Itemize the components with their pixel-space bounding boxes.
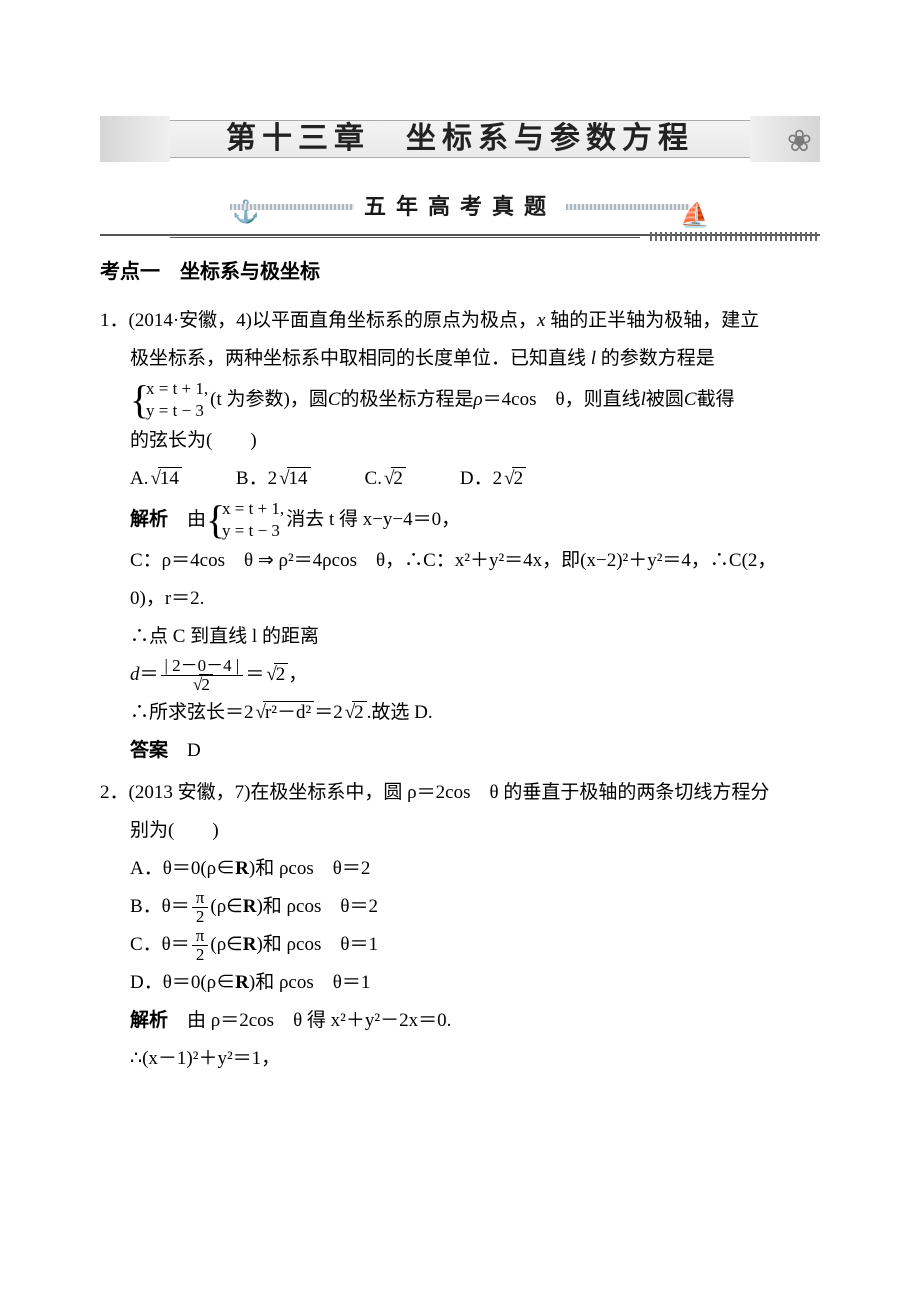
q1-stem-d: 的参数方程是 <box>596 348 715 369</box>
q2-optC: C．θ＝π2(ρ∈R)和 ρcos θ＝1 <box>130 926 820 964</box>
topic-heading: 考点一 坐标系与极坐标 <box>100 252 820 292</box>
q1-d-eq-rad: 2 <box>274 663 289 685</box>
page: 第十三章 坐标系与参数方程 ❀ ⚓ 五年高考真题 ⛵ 考点一 坐标系与极坐标 1… <box>0 0 920 1122</box>
q1-jiexi-f3: .故选 D. <box>367 694 433 732</box>
q2-A2: )和 ρcos θ＝2 <box>249 858 371 879</box>
q1-jiexi-a: 由 <box>168 501 206 539</box>
q1-jiexi-d: 0)，r＝2. <box>130 580 820 618</box>
q1-optB-pre: B．2 <box>236 468 277 489</box>
q1-optC-rad: 2 <box>391 467 406 489</box>
q1-answer: 答案 D <box>130 732 820 770</box>
q1-stem-b: 轴的正半轴为极轴，建立 <box>545 310 759 331</box>
q1-jiexi-f2: ＝2 <box>314 694 343 732</box>
q2-jiexi-a: 由 ρ＝2cos θ 得 x²＋y²－2x＝0. <box>168 1010 451 1031</box>
q1-stem-c: 极坐标系，两种坐标系中取相同的长度单位．已知直线 <box>130 348 591 369</box>
q2-B2: (ρ∈ <box>210 888 242 926</box>
section-underline-tail <box>650 232 820 241</box>
q2-number: 2． <box>100 782 129 803</box>
q1-stem-g: ＝4cos θ，则直线 <box>483 381 641 419</box>
q1-param-line: x = t + 1, y = t − 3 (t 为参数)，圆 C 的极坐标方程是… <box>130 378 820 422</box>
q1-optC-pre: C. <box>365 468 382 489</box>
q2-C3: )和 ρcos θ＝1 <box>256 926 378 964</box>
q1-jiexi-e: ∴点 C 到直线 l 的距离 <box>130 618 820 656</box>
q1-optA-pre: A. <box>130 468 148 489</box>
q1-stem-e: (t 为参数)，圆 <box>210 381 328 419</box>
q1-jf-rad: r²－d² <box>263 701 314 723</box>
q1-optA-rad: 14 <box>158 467 182 489</box>
q1-jiexi-label: 解析 <box>130 501 168 539</box>
q2-Cd: 2 <box>192 945 209 964</box>
section-title: 五年高考真题 <box>354 185 566 229</box>
q2-Cn: π <box>192 927 209 945</box>
q1-source: (2014·安徽，4) <box>129 310 252 331</box>
q1-options: A. 14 B．2 14 C. 2 D．2 2 <box>130 460 820 498</box>
q1-jiexi-c: C：ρ＝4cos θ ⇒ ρ²＝4ρcos θ，∴C：x²＋y²＝4x，即(x−… <box>130 542 820 580</box>
question-2: 2．(2013 安徽，7)在极坐标系中，圆 ρ＝2cos θ 的垂直于极轴的两条… <box>100 774 820 1078</box>
q2-D2: )和 ρcos θ＝1 <box>249 972 371 993</box>
q2-optA: A．θ＝0(ρ∈R)和 ρcos θ＝2 <box>130 850 820 888</box>
q1-brace: x = t + 1, y = t − 3 <box>132 378 208 422</box>
q1-d-frac: | 2－0－4 | 2 <box>161 657 244 694</box>
q1-stem-i: 截得 <box>697 381 735 419</box>
q1-jiexi-c-txt: C：ρ＝4cos θ ⇒ ρ²＝4ρcos θ，∴C：x²＋y²＝4x，即(x−… <box>130 550 776 571</box>
q1-jb-r2: y = t − 3 <box>222 520 284 542</box>
q1-stem-f: 的极坐标方程是 <box>341 381 474 419</box>
q1-optD-pre: D．2 <box>460 468 502 489</box>
q1-stem-h: 被圆 <box>646 381 684 419</box>
q1-optD: D．2 2 <box>460 460 526 498</box>
q1-jiexi-brace: x = t + 1, y = t − 3 <box>208 498 284 542</box>
q1-number: 1． <box>100 310 129 331</box>
q1-brace-r2: y = t − 3 <box>146 400 208 422</box>
q1-stem-a: 以平面直角坐标系的原点为极点， <box>252 310 537 331</box>
question-1: 1．(2014·安徽，4)以平面直角坐标系的原点为极点，x 轴的正半轴为极轴，建… <box>100 302 820 770</box>
section-underline <box>100 232 820 242</box>
q1-jiexi-b: 消去 t 得 x−y−4＝0， <box>286 501 460 539</box>
q1-optC: C. 2 <box>365 460 406 498</box>
q1-jf2-rad: 2 <box>352 701 367 723</box>
q2-A1: A．θ＝0(ρ∈ <box>130 858 235 879</box>
q2-optD: D．θ＝0(ρ∈R)和 ρcos θ＝1 <box>130 964 820 1002</box>
q2-stem-a: 在极坐标系中，圆 ρ＝2cos θ 的垂直于极轴的两条切线方程分 <box>250 782 769 803</box>
q1-ans: D <box>168 740 201 761</box>
q1-line2: 极坐标系，两种坐标系中取相同的长度单位．已知直线 l 的参数方程是 <box>130 340 820 378</box>
q1-optB: B．2 14 <box>236 460 311 498</box>
q2-C1: C．θ＝ <box>130 926 190 964</box>
q2-optB: B．θ＝π2(ρ∈R)和 ρcos θ＝2 <box>130 888 820 926</box>
q1-ans-label: 答案 <box>130 740 168 761</box>
q1-optD-rad: 2 <box>512 467 527 489</box>
q2-stem-b: 别为( ) <box>130 812 820 850</box>
anchor-icon: ⚓ <box>232 190 259 234</box>
q1-stem-j: 的弦长为( ) <box>130 422 820 460</box>
q2-jiexi-line1: 解析 由 ρ＝2cos θ 得 x²＋y²－2x＝0. <box>130 1002 820 1040</box>
banner-fade-left <box>100 116 170 162</box>
section-banner: ⚓ 五年高考真题 ⛵ <box>100 186 820 228</box>
q1-d-num: | 2－0－4 | <box>161 657 244 675</box>
q1-brace-r1: x = t + 1, <box>146 378 208 400</box>
chapter-title: 第十三章 坐标系与参数方程 <box>226 109 694 169</box>
q2-options: A．θ＝0(ρ∈R)和 ρcos θ＝2 B．θ＝π2(ρ∈R)和 ρcos θ… <box>130 850 820 1002</box>
chapter-banner: 第十三章 坐标系与参数方程 ❀ <box>100 110 820 168</box>
q1-jb-r1: x = t + 1, <box>222 498 284 520</box>
q1-jiexi-f: ∴所求弦长＝2 <box>130 694 254 732</box>
q2-B1: B．θ＝ <box>130 888 190 926</box>
q2-C2: (ρ∈ <box>210 926 242 964</box>
q2-jiexi-label: 解析 <box>130 1010 168 1031</box>
q1-d-den: 2 <box>161 675 244 694</box>
q2-Bd: 2 <box>192 907 209 926</box>
leaf-icon: ❀ <box>787 112 812 172</box>
q1-d-den-rad: 2 <box>199 674 213 694</box>
q1-optA: A. 14 <box>130 460 182 498</box>
q1-optB-rad: 14 <box>287 467 311 489</box>
q1-jiexi-line1: 解析 由 x = t + 1, y = t − 3 消去 t 得 x−y−4＝0… <box>130 498 820 542</box>
q2-source: (2013 安徽，7) <box>129 782 251 803</box>
q2-jiexi-b: ∴(x－1)²＋y²＝1， <box>130 1040 820 1078</box>
q2-D1: D．θ＝0(ρ∈ <box>130 972 235 993</box>
q2-B3: )和 ρcos θ＝2 <box>256 888 378 926</box>
q2-Bn: π <box>192 889 209 907</box>
q1-d-line: d＝ | 2－0－4 | 2 ＝2， <box>130 656 820 694</box>
q1-chord-line: ∴所求弦长＝2 r²－d²＝2 2.故选 D. <box>130 694 820 732</box>
